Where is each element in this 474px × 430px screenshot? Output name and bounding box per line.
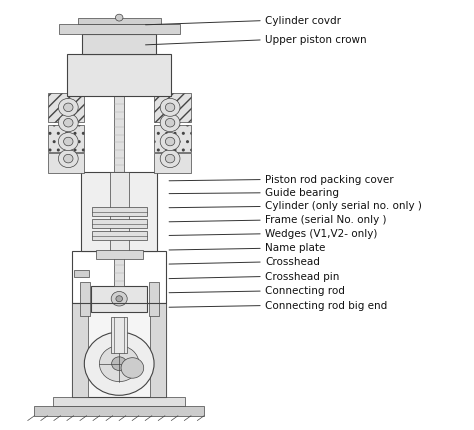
Text: Wedges (V1,V2- only): Wedges (V1,V2- only) bbox=[265, 229, 378, 239]
Text: Cylinder covdr: Cylinder covdr bbox=[265, 15, 341, 26]
Circle shape bbox=[58, 150, 78, 168]
Bar bbox=[114, 95, 124, 286]
Text: Connecting rod big end: Connecting rod big end bbox=[265, 301, 388, 310]
Bar bbox=[47, 153, 84, 173]
Polygon shape bbox=[81, 295, 85, 307]
Bar bbox=[72, 303, 166, 397]
Bar bbox=[92, 207, 146, 216]
Bar bbox=[53, 397, 185, 406]
Circle shape bbox=[165, 103, 175, 112]
Bar bbox=[149, 282, 159, 316]
Bar bbox=[80, 282, 90, 316]
Circle shape bbox=[116, 14, 123, 21]
Bar bbox=[92, 231, 146, 240]
Circle shape bbox=[165, 154, 175, 163]
Circle shape bbox=[160, 98, 180, 116]
Circle shape bbox=[165, 118, 175, 127]
Bar bbox=[72, 251, 166, 303]
Bar bbox=[91, 286, 147, 312]
Bar bbox=[47, 93, 84, 122]
Text: Frame (serial No. only ): Frame (serial No. only ) bbox=[265, 215, 387, 225]
Bar bbox=[109, 172, 129, 251]
Circle shape bbox=[58, 98, 78, 116]
Circle shape bbox=[121, 358, 144, 378]
Bar bbox=[154, 93, 191, 122]
Polygon shape bbox=[154, 295, 157, 307]
Circle shape bbox=[64, 154, 73, 163]
Circle shape bbox=[116, 296, 122, 302]
Text: Crosshead pin: Crosshead pin bbox=[265, 271, 340, 282]
Circle shape bbox=[112, 357, 127, 371]
Circle shape bbox=[64, 118, 73, 127]
Bar bbox=[72, 303, 88, 397]
Circle shape bbox=[111, 292, 127, 306]
Bar bbox=[82, 34, 156, 54]
Text: Upper piston crown: Upper piston crown bbox=[265, 35, 367, 45]
Circle shape bbox=[100, 346, 139, 381]
Circle shape bbox=[64, 103, 73, 112]
Text: Piston rod packing cover: Piston rod packing cover bbox=[265, 175, 394, 184]
Bar bbox=[154, 153, 191, 173]
Text: Guide bearing: Guide bearing bbox=[265, 188, 339, 198]
Text: Name plate: Name plate bbox=[265, 243, 326, 253]
Text: Connecting rod: Connecting rod bbox=[265, 286, 345, 296]
Text: Crosshead: Crosshead bbox=[265, 257, 320, 267]
Circle shape bbox=[160, 150, 180, 168]
Circle shape bbox=[64, 137, 73, 146]
Bar bbox=[154, 125, 191, 152]
Bar bbox=[35, 406, 204, 416]
Circle shape bbox=[58, 132, 78, 150]
Bar bbox=[67, 53, 171, 96]
Circle shape bbox=[160, 132, 180, 150]
Bar bbox=[96, 250, 143, 258]
Text: Cylinder (only serial no. only ): Cylinder (only serial no. only ) bbox=[265, 202, 422, 212]
Bar bbox=[92, 219, 146, 228]
Circle shape bbox=[165, 137, 175, 146]
Circle shape bbox=[84, 332, 154, 395]
Bar bbox=[150, 303, 166, 397]
Bar bbox=[59, 24, 180, 34]
Circle shape bbox=[160, 114, 180, 132]
Bar bbox=[74, 270, 89, 277]
Bar bbox=[47, 125, 84, 152]
Bar bbox=[78, 18, 161, 24]
Bar bbox=[82, 172, 157, 251]
Bar bbox=[111, 316, 127, 353]
Circle shape bbox=[58, 114, 78, 132]
